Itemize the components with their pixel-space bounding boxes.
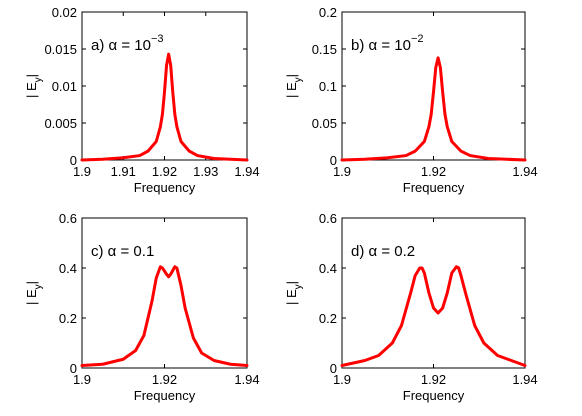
y-axis-label-tail: | [284,281,299,284]
x-tick-label: 1.92 [152,372,177,387]
x-axis-label: Frequency [403,388,465,403]
panel-label-text: b) α = 10 [351,37,411,54]
panel-label-text: a) α = 10 [91,37,151,54]
y-tick-label: 0.4 [59,261,77,276]
x-tick-label: 1.94 [234,164,259,179]
y-tick-label: 0.2 [59,311,77,326]
y-tick-label: 0.2 [319,5,337,20]
y-axis-label: | Ey| [284,74,304,98]
y-tick-label: 0.6 [319,211,337,226]
y-tick-label: 0.1 [319,79,337,94]
y-axis-label-main: | E [24,289,39,305]
x-tick-label: 1.93 [193,164,218,179]
panel-label: d) α = 0.2 [351,243,415,260]
panel-label: a) α = 10−3 [91,33,164,54]
y-tick-label: 0 [70,153,77,168]
x-tick-label: 1.94 [234,372,259,387]
plot-frame [342,218,525,368]
series-line [342,58,525,160]
y-tick-label: 0.2 [319,311,337,326]
y-tick-label: 0.6 [59,211,77,226]
series-line [82,267,247,366]
y-tick-label: 0.005 [44,116,77,131]
plot-frame [82,218,247,368]
panel-label-text: d) α = 0.2 [351,243,415,260]
y-tick-label: 0.01 [52,79,77,94]
series-line [82,54,247,160]
y-tick-label: 0 [330,153,337,168]
y-tick-label: 0.4 [319,261,337,276]
chart-panel-1: 1.9 1.91 1.92 1.93 1.9400.0050.010.0150.02Fr… [24,5,260,195]
y-axis-label-main: | E [24,82,39,98]
y-axis-label: | Ey| [284,281,304,305]
y-axis-label-tail: | [24,281,39,284]
y-axis-label-main: | E [284,289,299,305]
y-tick-label: 0.05 [312,116,337,131]
x-tick-label: 1.94 [512,372,537,387]
y-axis-label-tail: | [284,74,299,77]
panel-label-text: c) α = 0.1 [91,243,154,260]
x-tick-label: 1.91 [111,164,136,179]
y-tick-label: 0.02 [52,5,77,20]
panel-label: b) α = 10−2 [351,33,424,54]
panel-label-exponent: −2 [411,33,424,45]
x-axis-label: Frequency [403,180,465,195]
panel-label: c) α = 0.1 [91,243,154,260]
x-axis-label: Frequency [134,180,196,195]
y-axis-label-tail: | [24,74,39,77]
series-line [342,267,525,366]
y-axis-label: | Ey| [24,74,44,98]
y-tick-label: 0.15 [312,42,337,57]
x-tick-label: 1.92 [421,372,446,387]
x-tick-label: 1.92 [152,164,177,179]
x-axis-label: Frequency [134,388,196,403]
x-tick-label: 1.94 [512,164,537,179]
y-axis-label: | Ey| [24,281,44,305]
y-tick-label: 0 [330,361,337,376]
y-tick-label: 0.015 [44,42,77,57]
y-tick-label: 0 [70,361,77,376]
panel-label-exponent: −3 [151,33,164,45]
x-tick-label: 1.92 [421,164,446,179]
y-axis-label-main: | E [284,82,299,98]
